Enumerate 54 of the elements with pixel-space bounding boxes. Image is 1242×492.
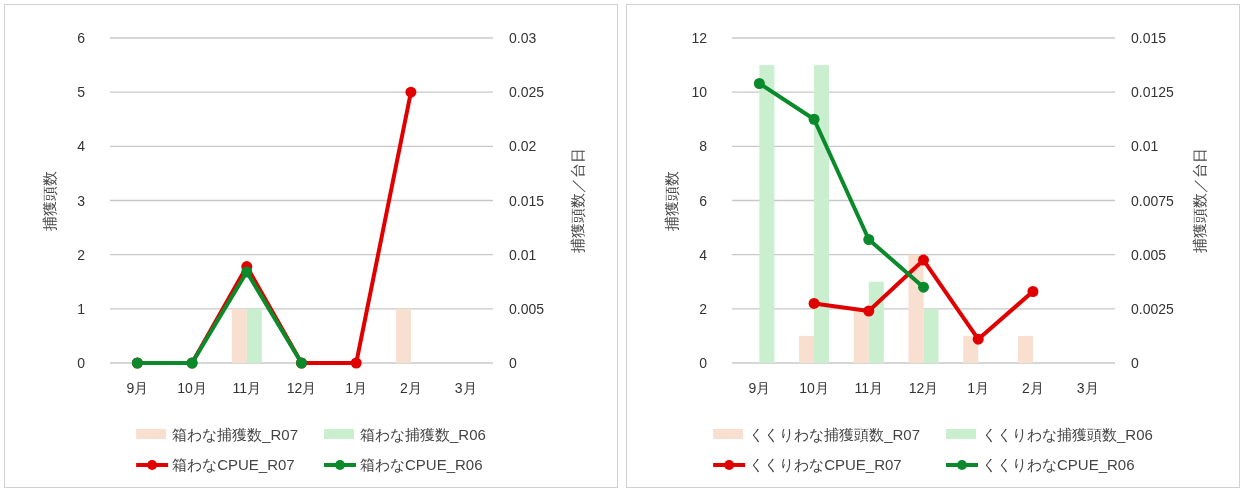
- y-tick-label: 12: [691, 30, 708, 46]
- y2-tick-label: 0.02: [509, 138, 537, 155]
- y-tick-label: 4: [699, 246, 708, 263]
- y2-tick-label: 0.025: [509, 84, 545, 101]
- y-tick-label: 6: [77, 30, 86, 46]
- y2-tick-label: 0.0125: [1131, 84, 1175, 101]
- y2-tick-label: 0.01: [509, 246, 537, 263]
- x-tick-label: 3月: [454, 380, 477, 396]
- y2-axis-title: 捕獲頭数／台日: [569, 148, 586, 253]
- x-tick-label: 9月: [126, 380, 149, 396]
- y-tick-label: 4: [77, 138, 86, 155]
- x-tick-label: 12月: [908, 380, 939, 396]
- x-tick-label: 12月: [286, 380, 317, 396]
- x-tick-label: 1月: [345, 380, 368, 396]
- legend-label: くくりわな捕獲頭数_R06: [982, 426, 1153, 443]
- y2-tick-label: 0.03: [509, 30, 537, 46]
- x-tick-label: 1月: [967, 380, 990, 396]
- legend-label: 箱わな捕獲数_R06: [360, 426, 486, 443]
- y-tick-label: 2: [699, 300, 708, 317]
- legend-label: くくりわなCPUE_R07: [749, 456, 902, 473]
- y2-tick-label: 0: [509, 355, 517, 371]
- y2-tick-label: 0.01: [1131, 138, 1159, 155]
- y-tick-label: 6: [699, 192, 708, 209]
- x-tick-label: 2月: [400, 380, 422, 396]
- y-tick-label: 5: [77, 84, 86, 101]
- y2-tick-label: 0: [1131, 355, 1139, 371]
- y2-tick-label: 0.015: [509, 192, 545, 209]
- x-tick-label: 2月: [1022, 380, 1044, 396]
- y2-tick-label: 0.005: [509, 300, 545, 317]
- legend-label: 箱わなCPUE_R06: [360, 456, 483, 473]
- x-tick-label: 10月: [177, 380, 207, 396]
- y2-tick-label: 0.005: [1131, 246, 1167, 263]
- y2-tick-label: 0.0025: [1131, 300, 1175, 317]
- y-tick-label: 0: [77, 355, 86, 371]
- x-tick-label: 9月: [748, 380, 771, 396]
- y2-axis-title: 捕獲頭数／台日: [1191, 148, 1208, 253]
- y-axis-title: 捕獲頭数: [663, 170, 680, 231]
- y-tick-label: 3: [77, 192, 86, 209]
- x-tick-label: 11月: [854, 380, 884, 396]
- x-tick-label: 11月: [232, 380, 262, 396]
- y2-tick-label: 0.015: [1131, 30, 1167, 46]
- y-tick-label: 2: [77, 246, 86, 263]
- y-axis-title: 捕獲頭数: [41, 170, 58, 231]
- legend-label: 箱わな捕獲数_R07: [172, 426, 298, 443]
- legend-label: くくりわな捕獲頭数_R07: [749, 426, 920, 443]
- x-tick-label: 10月: [799, 380, 829, 396]
- y-tick-label: 8: [699, 138, 708, 155]
- y-tick-label: 0: [699, 355, 708, 371]
- y-tick-label: 10: [691, 84, 708, 101]
- y2-tick-label: 0.0075: [1131, 192, 1175, 209]
- x-tick-label: 3月: [1076, 380, 1099, 396]
- legend-label: くくりわなCPUE_R06: [982, 456, 1135, 473]
- y-tick-label: 1: [77, 300, 86, 317]
- legend-label: 箱わなCPUE_R07: [172, 456, 295, 473]
